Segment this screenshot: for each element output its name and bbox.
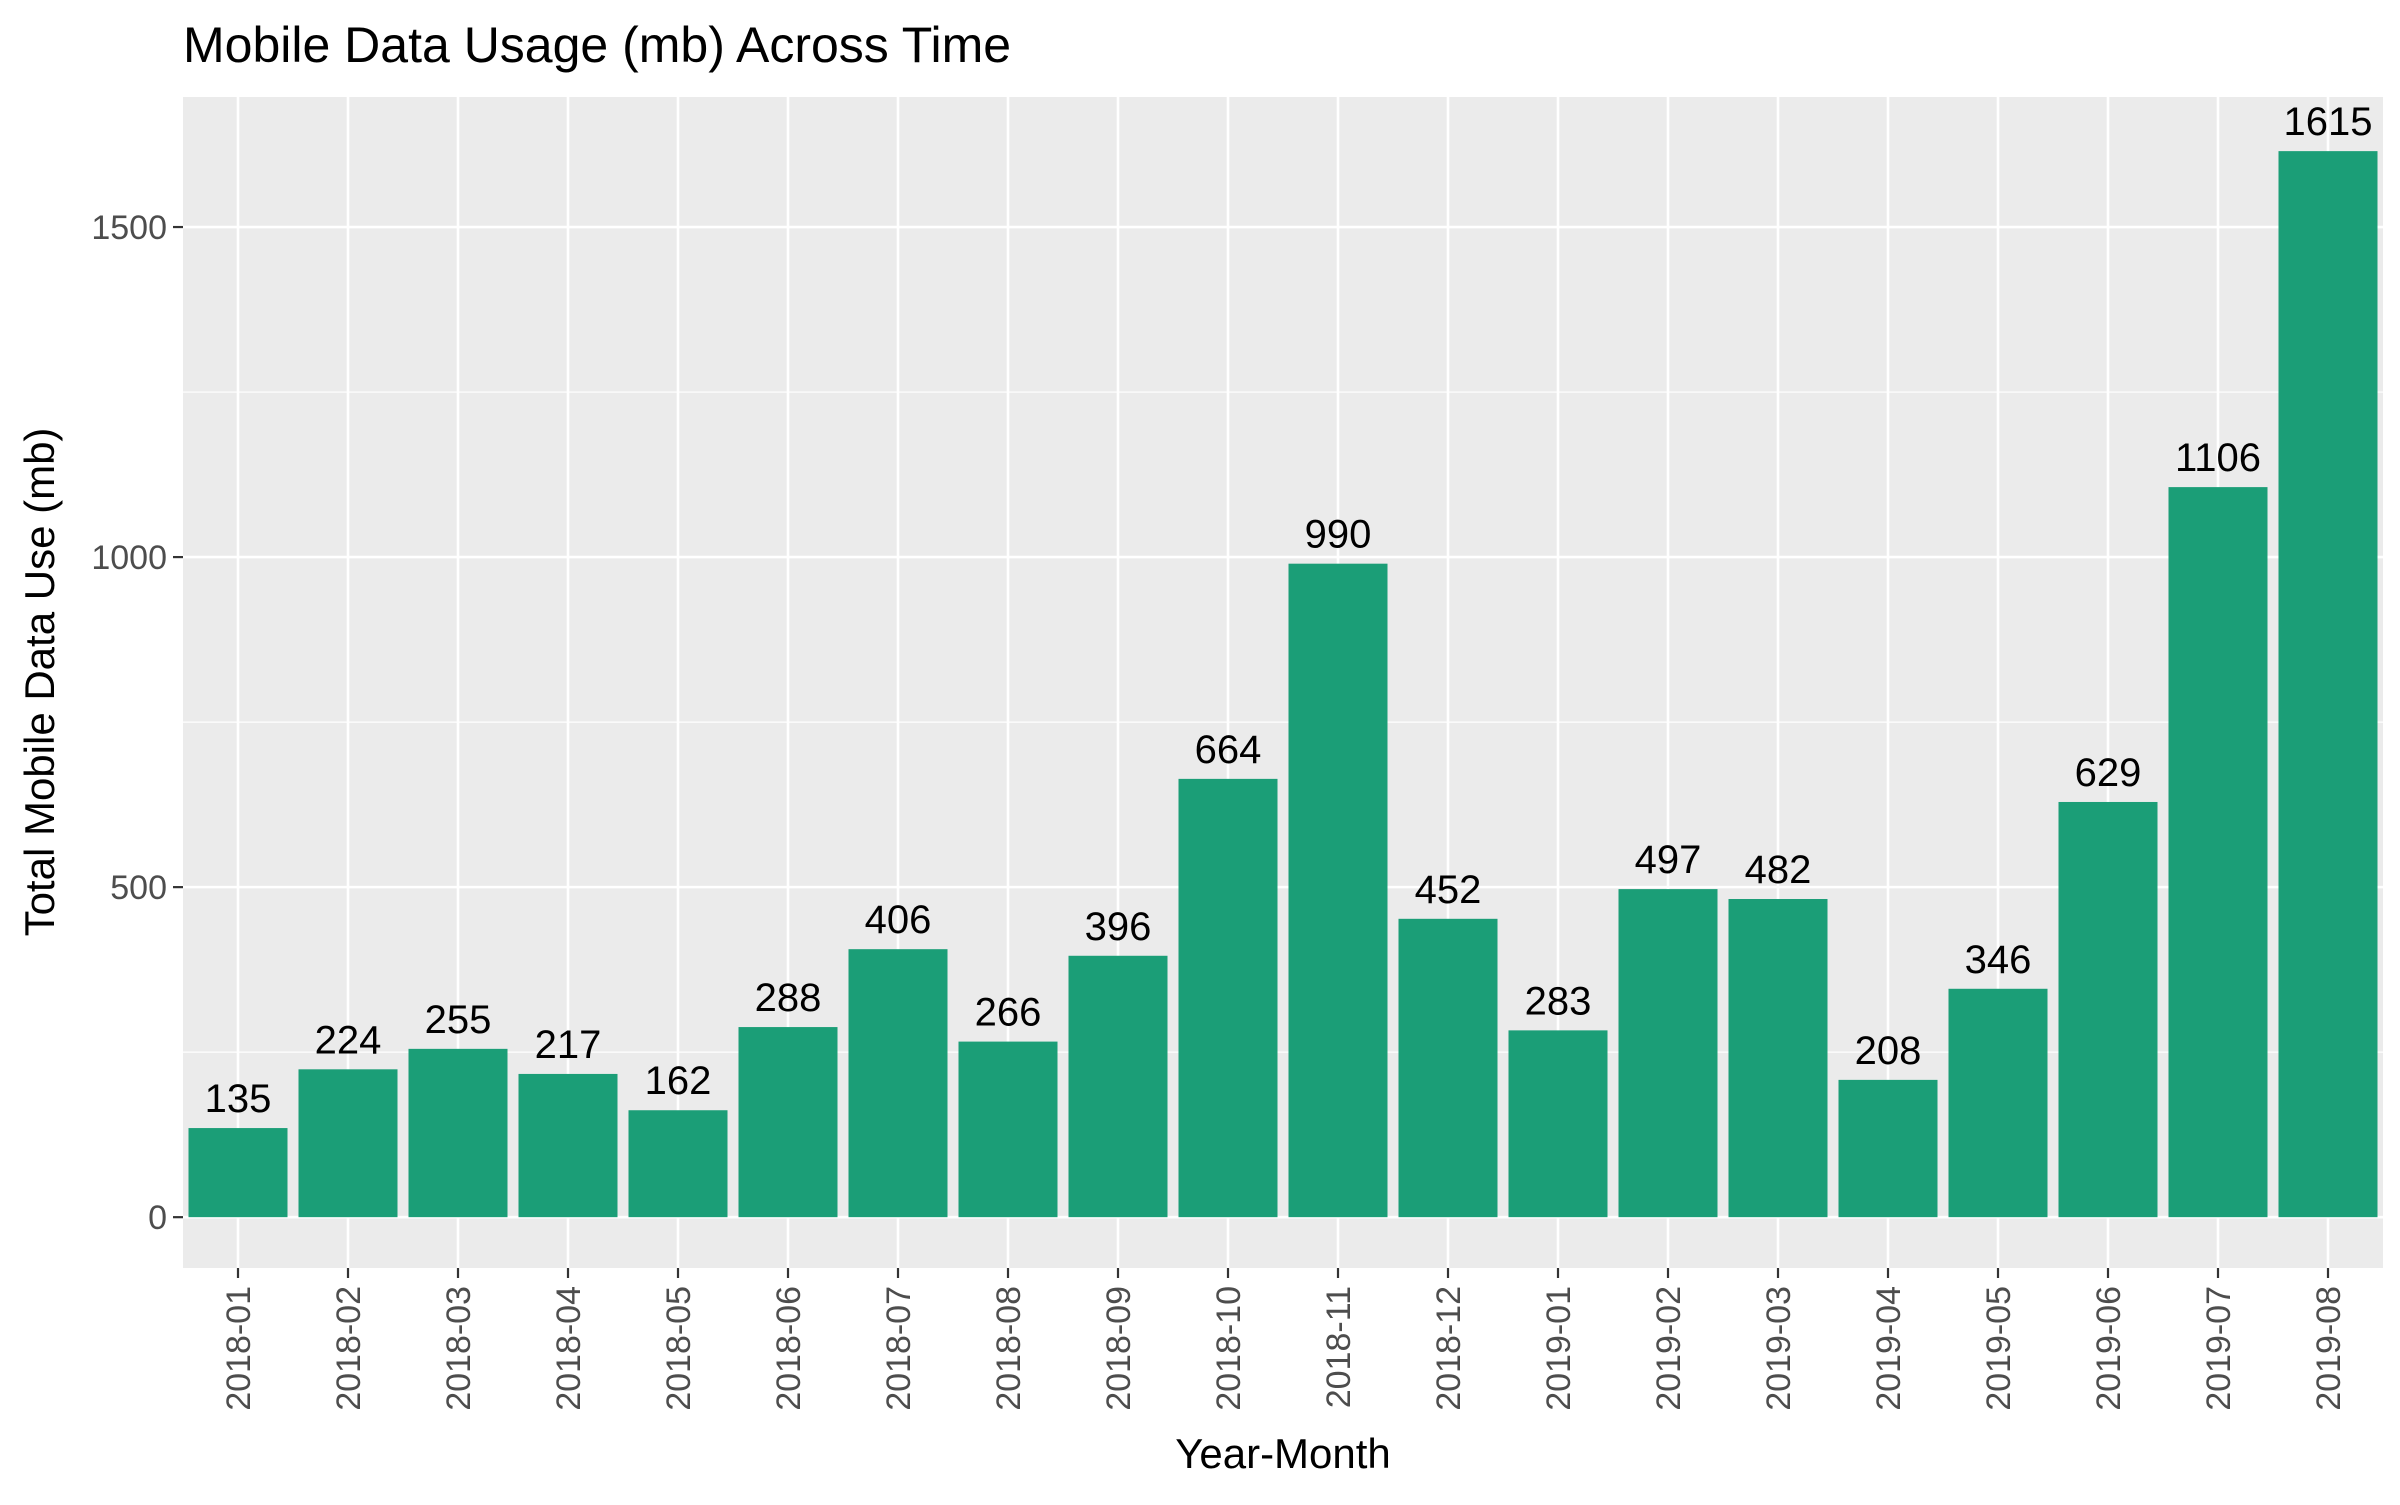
x-tick-label: 2018-11 [1320,1286,1358,1408]
plot-panel [183,97,2383,1268]
x-tick-label: 2018-04 [550,1286,588,1411]
bar [298,1069,398,1218]
y-tick-label: 1000 [91,539,167,577]
y-axis-title: Total Mobile Data Use (mb) [16,428,63,937]
y-tick-label: 0 [148,1199,167,1237]
x-tick-label: 2018-07 [880,1286,918,1411]
bar [1178,778,1278,1218]
bar-value-label: 346 [1965,938,2032,982]
bar-value-label: 1106 [2175,436,2261,480]
bar [1068,955,1168,1218]
x-tick-label: 2018-03 [440,1286,478,1411]
bar-value-label: 162 [645,1059,712,1103]
bar [518,1073,618,1218]
x-tick-label: 2019-04 [1870,1286,1908,1411]
x-tick-label: 2018-10 [1210,1286,1248,1411]
x-tick-label: 2019-02 [1650,1286,1688,1411]
bar-value-label: 664 [1195,728,1262,772]
bar-value-label: 266 [975,991,1042,1035]
bar-value-label: 288 [755,976,822,1020]
bar-value-label: 482 [1745,848,1812,892]
x-tick-label: 2018-09 [1100,1286,1138,1411]
bar [2278,151,2378,1218]
bar-value-labels: 135 224 255 217 162 288 406 266 396 664 990 452 283 4… [205,100,2373,1121]
bar [1508,1030,1608,1218]
bar [1728,899,1828,1218]
bar-value-label: 255 [425,998,492,1042]
x-tick-label: 2019-06 [2090,1286,2128,1411]
bar [738,1027,838,1218]
bar-value-label: 629 [2075,751,2142,795]
x-axis: 2018-01 2018-02 2018-03 2018-04 2018-05 2018-… [220,1268,2348,1411]
bar-value-label: 217 [535,1023,602,1067]
x-tick-label: 2018-06 [770,1286,808,1411]
y-axis: 0 500 1000 1500 [91,209,183,1237]
bar [408,1048,508,1218]
x-tick-label: 2019-05 [1980,1286,2018,1411]
x-tick-label: 2019-01 [1540,1286,1578,1411]
bar [2058,801,2158,1218]
bar [1838,1079,1938,1218]
x-tick-label: 2019-07 [2200,1286,2238,1411]
x-tick-label: 2019-03 [1760,1286,1798,1411]
x-tick-label: 2019-08 [2310,1286,2348,1411]
bar [848,949,948,1218]
chart-title: Mobile Data Usage (mb) Across Time [183,17,1011,73]
bar-value-label: 1615 [2284,100,2373,144]
bar-value-label: 208 [1855,1029,1922,1073]
bar-value-label: 452 [1415,868,1482,912]
bar-value-label: 224 [315,1018,382,1062]
bar [1288,563,1388,1218]
y-tick-label: 500 [110,869,167,907]
bar [188,1128,288,1218]
x-tick-label: 2018-02 [330,1286,368,1411]
bar-value-label: 406 [865,898,932,942]
bar-value-label: 283 [1525,979,1592,1023]
x-tick-label: 2018-01 [220,1286,258,1411]
x-tick-label: 2018-05 [660,1286,698,1411]
bar-value-label: 396 [1085,905,1152,949]
bar [628,1110,728,1218]
bar [958,1041,1058,1218]
bars [188,151,2378,1218]
x-tick-label: 2018-08 [990,1286,1028,1411]
bar-value-label: 135 [205,1077,272,1121]
x-tick-label: 2018-12 [1430,1286,1468,1411]
x-axis-title: Year-Month [1175,1430,1391,1477]
bar [1398,918,1498,1218]
bar [1618,889,1718,1218]
bar [2168,487,2268,1218]
bar-value-label: 990 [1305,513,1372,557]
bar-value-label: 497 [1635,838,1702,882]
bar [1948,988,2048,1218]
y-tick-label: 1500 [91,209,167,247]
